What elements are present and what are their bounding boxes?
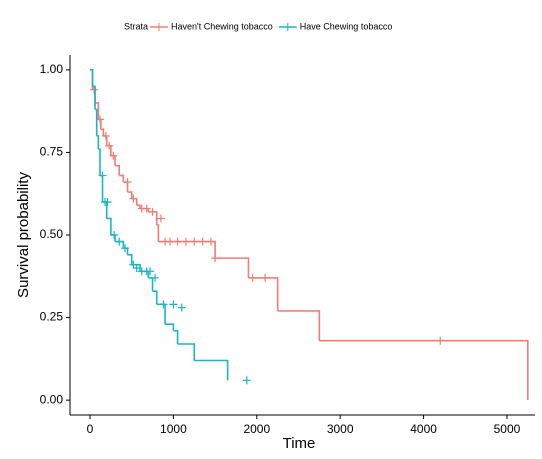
survival-step [152,290,158,305]
censor-mark [129,194,138,203]
survival-step [165,323,175,331]
survival-step [123,181,129,193]
survival-step [248,277,279,311]
y-tick-label: 0.00 [40,392,64,406]
censor-mark [211,254,220,263]
legend-label: Haven't Chewing tobacco [171,21,273,31]
survival-step [127,191,133,199]
censor-mark [132,264,141,273]
censor-mark [98,171,107,180]
survival-step [136,204,141,209]
y-axis-label: Survival probability [15,172,32,298]
y-tick-label: 1.00 [40,62,64,76]
survival-step [148,277,154,292]
censor-mark [242,376,251,385]
censor-mark [181,237,190,246]
legend-title: Strata [124,21,148,31]
censor-mark [151,273,160,282]
censor-mark [148,207,157,216]
censor-mark [110,231,119,239]
censor-mark [123,178,132,187]
y-tick-label: 0.75 [40,145,64,159]
survival-step [106,217,112,235]
legend: Strata Haven't Chewing tobacco Have Chewi… [124,21,392,31]
censor-mark [109,151,118,160]
x-tick-label: 0 [87,422,94,436]
censor-mark [146,267,155,276]
legend-label: Have Chewing tobacco [300,21,393,31]
censor-mark [121,244,130,253]
censor-mark [248,273,257,282]
survival-step [115,164,121,176]
survival-step [158,240,216,259]
survival-step [319,339,529,401]
censor-mark [103,197,112,206]
censor-mark [159,300,168,309]
x-tick-label: 2000 [243,422,270,436]
censor-mark [177,303,186,312]
legend-swatch-mark [283,23,292,31]
survival-step [194,359,229,381]
censor-mark [115,237,124,246]
censor-mark [105,141,114,150]
survival-step [98,148,101,176]
survival-step [156,224,160,242]
y-tick-label: 0.50 [40,227,64,241]
survival-step [119,174,125,183]
censor-mark [166,237,175,246]
censor-mark [129,260,138,269]
censor-mark [173,237,182,246]
survival-step [215,257,250,278]
censor-mark [206,237,215,246]
censor-mark [101,131,110,140]
survival-step [173,329,179,344]
censor-mark [190,237,199,246]
survival-step [95,108,98,136]
survival-step [127,254,133,265]
legend-swatch-mark [155,23,163,31]
x-tick-label: 1000 [160,422,187,436]
x-axis-label: Time [283,435,316,452]
survival-step [90,69,94,87]
survival-step [277,310,321,341]
censor-mark [142,204,151,213]
x-tick-label: 3000 [327,422,354,436]
survival-step [100,128,105,136]
survival-step [177,343,196,361]
survival-step [92,85,96,110]
survival-step [131,197,138,206]
x-tick-label: 5000 [494,422,521,436]
survival-step [96,135,100,150]
censor-mark [156,214,165,223]
censor-mark [169,300,178,309]
survival-step [95,102,100,120]
x-tick-label: 4000 [410,422,437,436]
censor-mark [261,273,270,282]
censor-mark [436,336,445,345]
y-tick-label: 0.25 [40,310,64,324]
censor-mark [198,237,207,246]
